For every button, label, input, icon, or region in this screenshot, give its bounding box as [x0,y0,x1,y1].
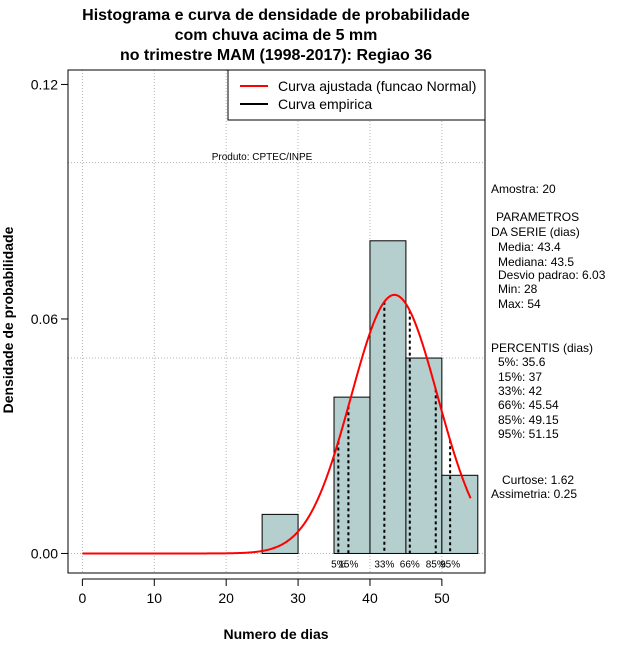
stat-max: Max: 54 [498,297,541,311]
legend: Curva ajustada (funcao Normal) Curva emp… [227,69,486,121]
stats-panel: Amostra: 20 PARAMETROS DA SERIE (dias) M… [491,182,606,501]
stat-curtose: Curtose: 1.62 [502,473,574,487]
percentile-label-4: 85% [426,559,446,570]
x-axis-title: Numero de dias [223,626,328,642]
y-axis-title: Densidade de probabilidade [0,226,16,413]
chart-title-line-3: no trimestre MAM (1998-2017): Regiao 36 [120,47,432,64]
x-tick-label-0: 0 [78,590,86,606]
stat-desvio: Desvio padrao: 6.03 [498,268,606,282]
legend-box [227,69,486,121]
chart-title-line-1: Histograma e curva de densidade de proba… [82,7,470,24]
histogram-bar-3 [369,240,407,554]
percentile-label-2: 33% [374,559,394,570]
fitted-normal-curve [82,293,472,555]
y-tick-label-1: 0.06 [31,311,58,327]
chart-title-line-2: com chuva acima de 5 mm [175,27,378,44]
y-tick-label-0: 0.00 [31,545,58,561]
percentile-label-5: 95% [440,559,460,570]
percentile-label-3: 66% [400,559,420,570]
stat-assimetria: Assimetria: 0.25 [491,487,577,501]
stat-parametros-title-2: DA SERIE (dias) [491,225,580,239]
percentile-label-0: 5% [331,559,346,570]
percentile-markers: 5%15% 33% 66% 85%95% [331,301,460,570]
histogram-bar-0 [261,513,299,554]
percentile-label-1: 15% [338,559,358,570]
stat-parametros-title-1: PARAMETROS [496,210,579,224]
stat-percentis-title: PERCENTIS (dias) [491,341,593,355]
legend-empirical-label: Curva empirica [278,96,372,112]
histogram-bars [261,240,479,554]
produto-label: Produto: CPTEC/INPE [212,152,313,163]
x-tick-label-2: 20 [218,590,234,606]
stat-p95: 95%: 51.15 [498,427,559,441]
axes: 0 10 20 30 40 50 0.00 0.06 0.12 [31,76,450,606]
curves [82,293,472,555]
x-tick-label-5: 50 [434,590,450,606]
x-tick-label-1: 10 [146,590,162,606]
histogram-bar-5 [441,474,479,554]
stat-p5: 5%: 35.6 [498,355,546,369]
histogram-bar-2 [333,396,371,554]
legend-fitted-label: Curva ajustada (funcao Normal) [278,78,476,94]
y-tick-label-2: 0.12 [31,76,58,92]
stat-amostra: Amostra: 20 [491,182,556,196]
stat-p66: 66%: 45.54 [498,398,559,412]
stat-mediana: Mediana: 43.5 [498,255,574,269]
x-tick-label-3: 30 [290,590,306,606]
stat-p33: 33%: 42 [498,384,542,398]
stat-p85: 85%: 49.15 [498,413,559,427]
x-tick-label-4: 40 [362,590,378,606]
stat-p15: 15%: 37 [498,370,542,384]
stat-min: Min: 28 [498,282,538,296]
stat-media: Media: 43.4 [498,240,561,254]
